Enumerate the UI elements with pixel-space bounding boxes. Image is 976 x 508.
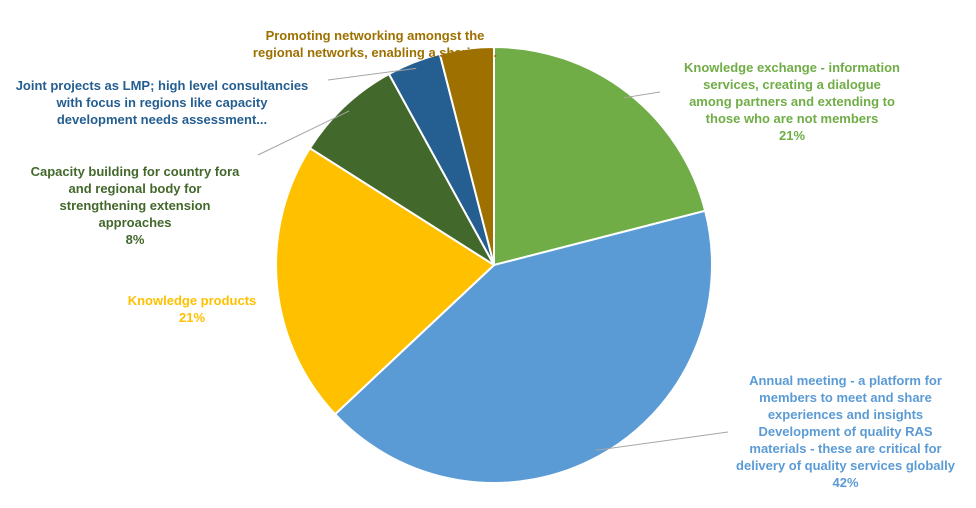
slice-label-annual-meeting: Annual meeting - a platform for members …: [718, 355, 973, 508]
pie-slice-promoting-networking: [438, 45, 495, 266]
slice-percent: 21%: [778, 128, 806, 143]
slice-label-capacity-building: Capacity building for country fora and r…: [10, 146, 260, 265]
pie-slice-capacity-building: [308, 72, 495, 266]
pie-chart-plot: [257, 45, 729, 484]
slice-label-text: Joint projects as LMP; high level consul…: [15, 78, 309, 127]
leader-line-knowledge-exchange: [623, 91, 661, 99]
slice-label-text: Knowledge products: [127, 293, 257, 308]
slice-label-text: Promoting networking amongst the regiona…: [252, 28, 498, 60]
leader-line-annual-meeting: [595, 431, 729, 451]
pie-slice-annual-meeting: [333, 209, 713, 484]
slice-label-text: Annual meeting - a platform for members …: [736, 373, 955, 473]
slice-percent: 21%: [178, 310, 206, 325]
pie-slice-knowledge-products: [275, 146, 496, 416]
slice-label-text: Capacity building for country fora and r…: [30, 164, 240, 230]
pie-slice-knowledge-exchange: [493, 45, 707, 267]
leader-line-joint-projects: [327, 67, 417, 81]
slice-percent: 8%: [125, 232, 145, 247]
slice-percent: 42%: [832, 475, 859, 490]
slice-label-text: Knowledge exchange - information service…: [684, 60, 900, 126]
slice-label-promoting-networking: Promoting networking amongst the regiona…: [225, 10, 525, 78]
pie-slices: [275, 45, 713, 484]
pie-chart: Knowledge exchange - information service…: [2, 10, 955, 490]
slice-label-knowledge-exchange: Knowledge exchange - information service…: [652, 42, 932, 161]
leader-line-capacity-building: [257, 110, 350, 156]
slice-label-joint-projects: Joint projects as LMP; high level consul…: [2, 60, 322, 145]
leader-lines: [257, 67, 729, 451]
slice-label-knowledge-products: Knowledge products 21%: [92, 275, 292, 343]
